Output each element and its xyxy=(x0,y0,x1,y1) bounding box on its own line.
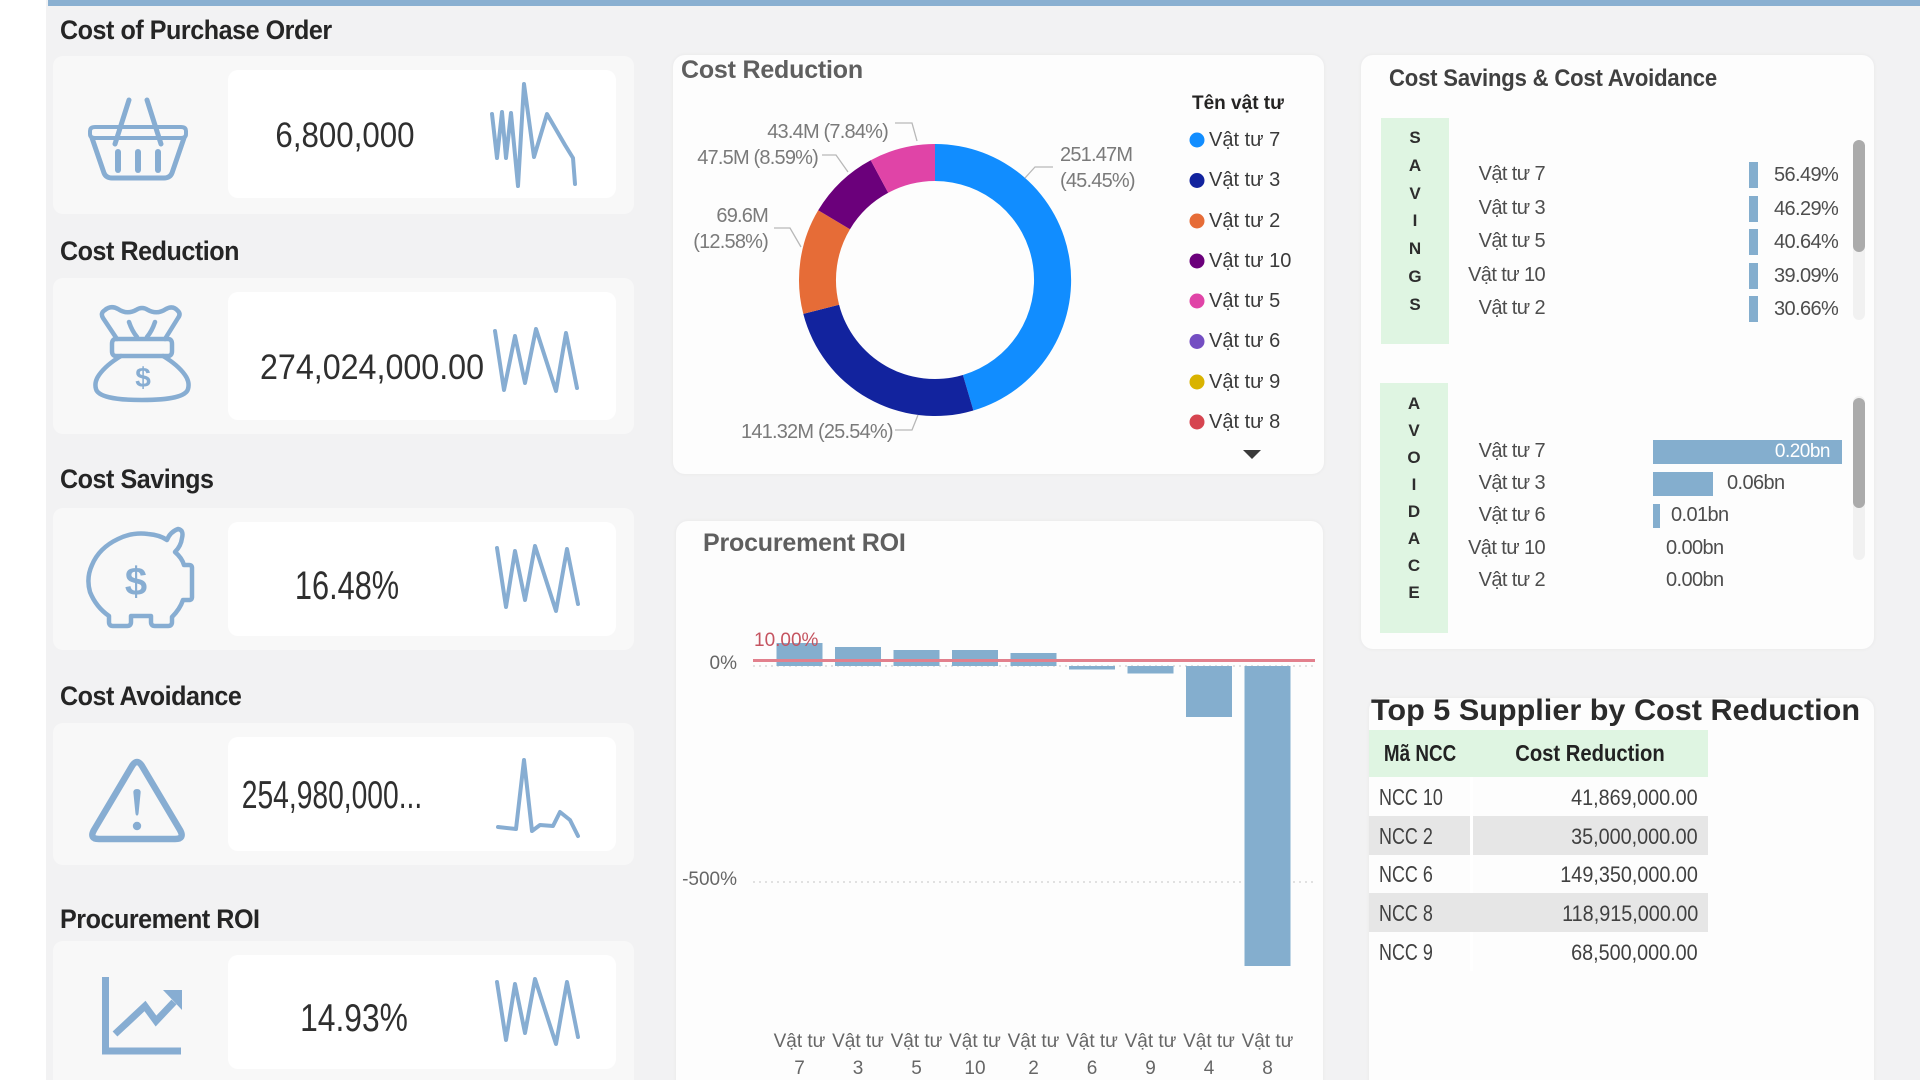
svg-text:$: $ xyxy=(135,362,151,393)
svg-text:$: $ xyxy=(125,560,147,604)
